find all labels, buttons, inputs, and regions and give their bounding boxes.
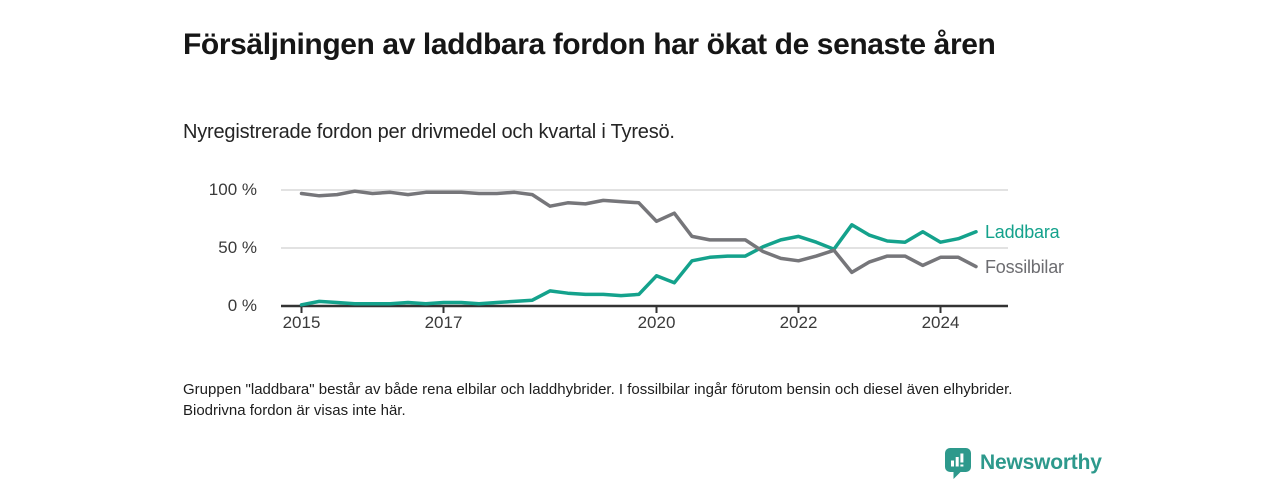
x-axis-tick-label: 2017	[424, 313, 463, 332]
x-axis-tick-label: 2020	[637, 313, 676, 332]
x-axis-tick-label: 2015	[282, 313, 321, 332]
series-label-laddbara: Laddbara	[985, 221, 1060, 242]
newsworthy-logo: Newsworthy	[944, 447, 1102, 479]
x-axis-tick-label: 2024	[921, 313, 960, 332]
chart-speech-bubble-icon	[945, 448, 971, 479]
logo-text: Newsworthy	[980, 451, 1102, 474]
y-axis-tick-label: 0 %	[227, 296, 257, 315]
series-line-fossilbilar	[299, 189, 978, 275]
x-axis-tick-label: 2022	[779, 313, 818, 332]
series-label-fossilbilar: Fossilbilar	[985, 256, 1064, 277]
chart-footnote: Gruppen "laddbara" består av både rena e…	[183, 381, 1013, 419]
y-axis-tick-label: 100 %	[208, 180, 257, 199]
series-line-laddbara	[299, 223, 978, 307]
chart-subtitle: Nyregistrerade fordon per drivmedel och …	[183, 121, 675, 143]
y-axis-tick-label: 50 %	[218, 238, 257, 257]
page-title: Försäljningen av laddbara fordon har öka…	[183, 28, 996, 62]
